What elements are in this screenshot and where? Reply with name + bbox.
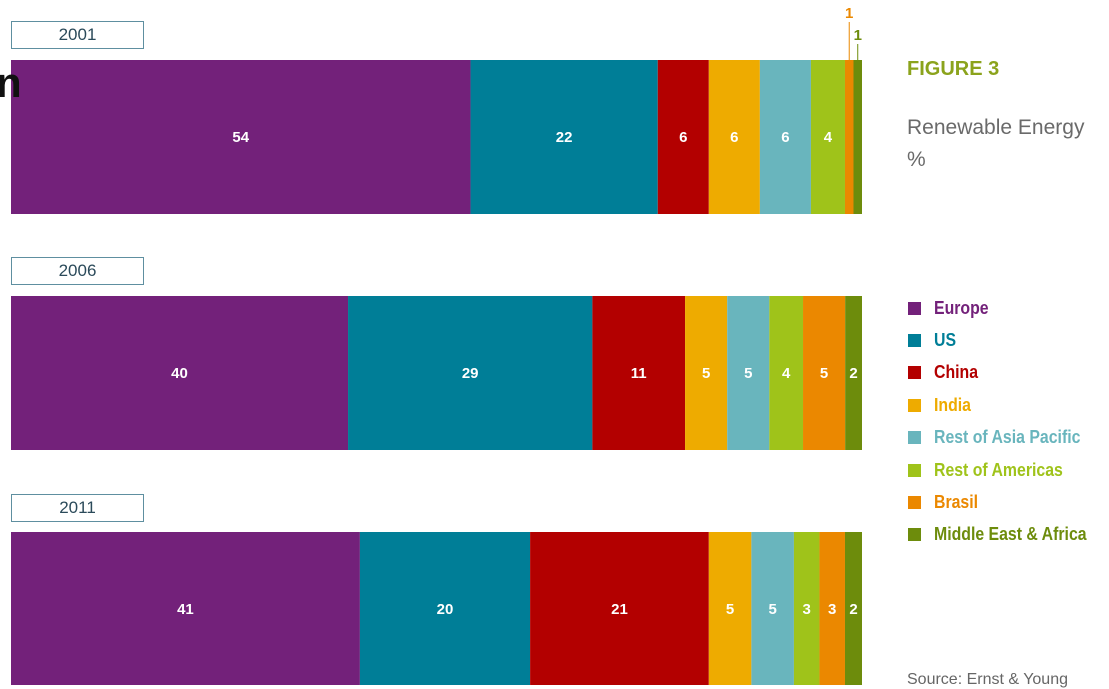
bar-segment-brasil-2006 (803, 296, 846, 450)
data-label-us-2011: 20 (437, 601, 454, 618)
legend-label: US (934, 330, 957, 351)
legend-label: Europe (934, 297, 989, 318)
bar-segment-rest-of-americas-2011 (793, 532, 820, 685)
legend-swatch (908, 301, 921, 315)
data-label-brasil-2011: 3 (828, 601, 836, 618)
legend-label: Rest of Asia Pacific (934, 427, 1081, 448)
legend-swatch (908, 431, 921, 445)
data-label-india-2006: 5 (702, 365, 710, 382)
bar-segment-india-2006 (685, 296, 728, 450)
bar-segment-india-2011 (708, 532, 752, 685)
bar-segment-rest-of-asia-pacific-2011 (751, 532, 794, 685)
bar-segment-europe-2011 (11, 532, 360, 685)
bar-segment-middle-east-africa-2001 (853, 60, 862, 214)
figure-subtitle: Renewable Energy % (907, 112, 1084, 176)
bar-segment-china-2011 (530, 532, 709, 685)
data-label-rest-of-americas-2001: 4 (824, 129, 833, 146)
cropped-text-fragment: n (0, 59, 22, 106)
data-label-china-2011: 21 (611, 601, 628, 618)
data-label-europe-2011: 41 (177, 601, 194, 618)
legend-swatch (908, 496, 921, 510)
legend-label: India (934, 394, 971, 415)
legend-item-india: India (908, 389, 1107, 421)
bar-segment-middle-east-africa-2011 (844, 532, 862, 685)
data-label-rest-of-asia-pacific-2011: 5 (768, 601, 776, 618)
source-note: Source: Ernst & Young (907, 671, 1068, 688)
legend-item-middle-east-africa: Middle East & Africa (908, 519, 1107, 551)
bar-segment-europe-2001 (11, 60, 471, 214)
data-label-middle-east-africa-2011: 2 (849, 601, 857, 618)
subtitle-line: Renewable Energy (907, 116, 1085, 139)
bar-segment-rest-of-americas-2001 (810, 60, 845, 214)
figure-title: FIGURE 3 (907, 58, 1000, 80)
legend-item-brasil: Brasil (908, 486, 1107, 518)
data-label-us-2006: 29 (462, 365, 479, 382)
bar-segment-rest-of-asia-pacific-2001 (759, 60, 811, 214)
bar-segment-china-2006 (592, 296, 686, 450)
data-label-rest-of-asia-pacific-2001: 6 (781, 129, 789, 146)
bar-segment-rest-of-americas-2006 (769, 296, 804, 450)
data-label-europe-2006: 40 (171, 365, 188, 382)
data-label-us-2001: 22 (556, 129, 573, 146)
bar-segment-middle-east-africa-2006 (845, 296, 862, 450)
bar-segment-brasil-2011 (819, 532, 845, 685)
legend-swatch (908, 398, 921, 412)
data-label-rest-of-americas-2006: 4 (782, 365, 791, 382)
data-label-europe-2001: 54 (232, 129, 249, 146)
legend-label: Rest of Americas (934, 459, 1063, 480)
legend-swatch (908, 334, 921, 348)
unit-label: % (907, 148, 926, 171)
data-label-middle-east-africa-2006: 2 (849, 365, 857, 382)
legend-item-rest-of-americas: Rest of Americas (908, 454, 1107, 486)
legend-label: China (934, 362, 979, 383)
bar-segment-us-2006 (348, 296, 593, 450)
bar-segment-europe-2006 (11, 296, 349, 450)
data-label-brasil-2001: 1 (845, 5, 853, 22)
data-label-middle-east-africa-2001: 1 (854, 27, 862, 44)
legend: Europe US China India Rest of Asia Pacif… (908, 292, 1107, 551)
bar-segment-india-2001 (708, 60, 760, 214)
data-label-china-2001: 6 (679, 129, 687, 146)
year-label-2006: 2006 (11, 257, 144, 285)
bar-segment-us-2011 (359, 532, 531, 685)
legend-swatch (908, 366, 921, 380)
legend-label: Middle East & Africa (934, 524, 1087, 545)
bar-segment-rest-of-asia-pacific-2006 (727, 296, 770, 450)
data-label-brasil-2006: 5 (820, 365, 828, 382)
data-label-rest-of-americas-2011: 3 (803, 601, 811, 618)
legend-item-rest-of-asia-pacific: Rest of Asia Pacific (908, 422, 1107, 454)
legend-item-china: China (908, 357, 1107, 389)
bar-segment-brasil-2001 (844, 60, 854, 214)
legend-swatch (908, 463, 921, 477)
legend-item-europe: Europe (908, 292, 1107, 324)
data-label-india-2011: 5 (726, 601, 734, 618)
year-label-2001: 2001 (11, 21, 144, 49)
legend-swatch (908, 528, 921, 542)
data-label-india-2001: 6 (730, 129, 738, 146)
legend-item-us: US (908, 324, 1107, 356)
bar-segment-china-2001 (657, 60, 709, 214)
data-label-rest-of-asia-pacific-2006: 5 (744, 365, 752, 382)
data-label-china-2006: 11 (631, 365, 647, 382)
legend-label: Brasil (934, 492, 979, 513)
year-label-2011: 2011 (11, 494, 144, 522)
bar-segment-us-2001 (470, 60, 658, 214)
